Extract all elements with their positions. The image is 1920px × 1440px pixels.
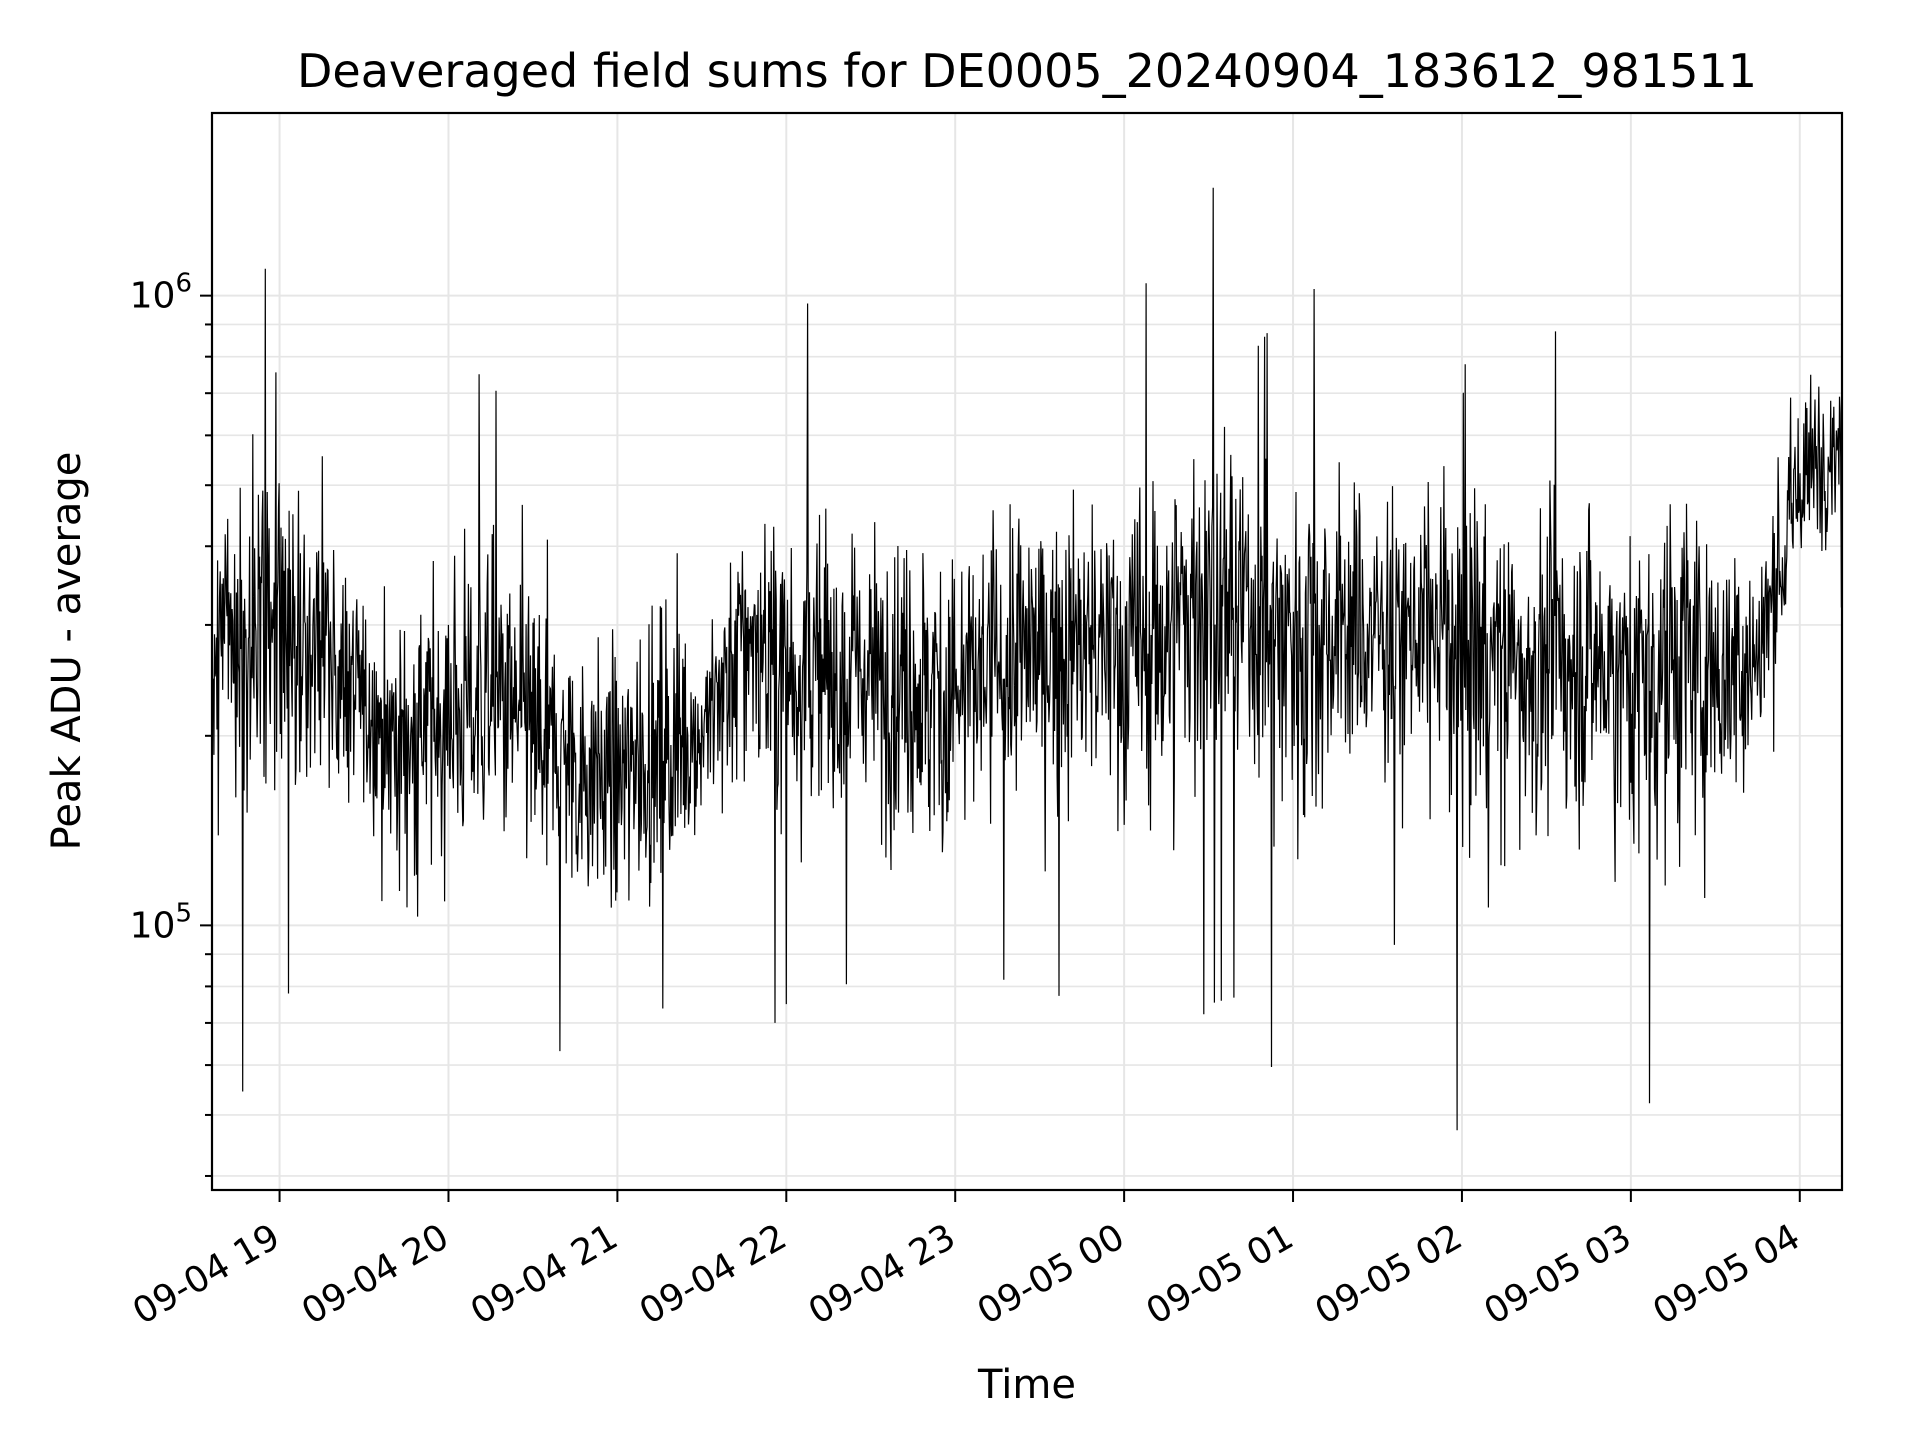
series-layer [211,187,1843,1131]
y-axis-label: Peak ADU - average [44,452,90,851]
y-tick-label: 105 [130,898,192,946]
y-tick-label: 106 [130,269,192,317]
chart-title: Deaveraged field sums for DE0005_2024090… [297,44,1757,98]
grid [212,113,1842,1190]
x-axis-label: Time [977,1362,1076,1408]
plot-frame [210,111,1844,1192]
series-line [211,187,1843,1131]
